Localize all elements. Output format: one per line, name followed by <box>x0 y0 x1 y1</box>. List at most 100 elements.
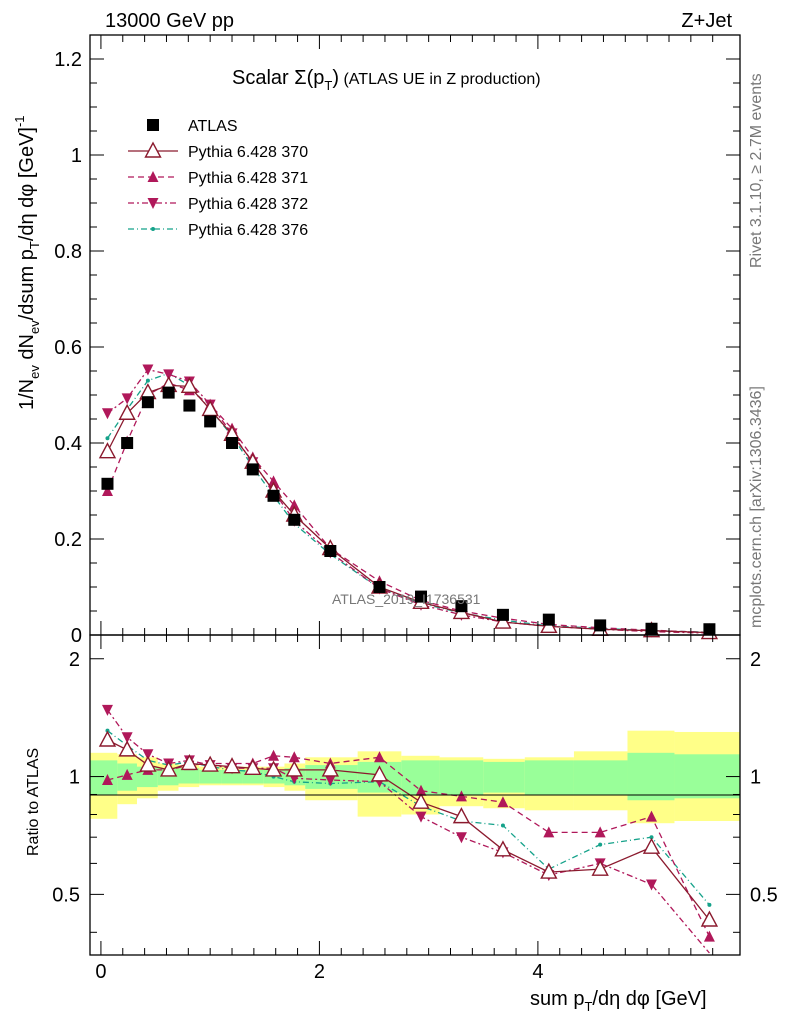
header-right: Z+Jet <box>681 10 732 32</box>
ratio-y-tick-label-right: 0.5 <box>750 884 778 906</box>
ratio-point-p370 <box>180 754 199 771</box>
point-p370 <box>98 442 117 459</box>
x-tick-label: 2 <box>314 961 325 983</box>
point-p372 <box>121 393 133 405</box>
legend-marker-p370 <box>144 141 162 158</box>
point-data <box>162 386 175 399</box>
point-data <box>288 513 301 526</box>
ratio-point-p371 <box>497 796 509 808</box>
point-p370 <box>180 376 199 394</box>
y-tick-label: 1 <box>71 145 82 167</box>
ratio-point-p370 <box>370 765 389 782</box>
ratio-point-p370 <box>201 755 219 772</box>
ratio-point-p371 <box>415 784 427 796</box>
point-p376 <box>145 378 150 383</box>
ratio-y-tick-label: 2 <box>69 649 80 671</box>
uncertainty-bands <box>90 730 740 824</box>
ratio-point-p371 <box>288 751 300 763</box>
x-tick-label: 4 <box>532 961 543 983</box>
ratio-point-p372 <box>101 704 113 716</box>
point-p372 <box>101 408 113 420</box>
ratio-point-p370 <box>321 760 340 777</box>
point-data <box>183 399 196 412</box>
band-inner-bin <box>627 752 675 801</box>
ratio-point-p370 <box>412 792 430 809</box>
point-data <box>645 622 658 635</box>
legend-label-p376: Pythia 6.428 376 <box>188 222 308 239</box>
point-data <box>141 396 154 409</box>
ratio-point-p370 <box>494 840 512 857</box>
ratio-point-p370 <box>223 757 241 774</box>
ratio-panel-frame <box>89 634 741 956</box>
ratio-point-p371 <box>703 930 715 942</box>
y-tick-label: 0 <box>71 625 82 647</box>
band-inner-bin <box>483 761 525 793</box>
ratio-point-p376 <box>500 823 505 828</box>
point-data <box>267 489 280 502</box>
ratio-y-tick-label-right: 1 <box>750 767 761 789</box>
point-data <box>246 463 259 476</box>
ratio-point-p371 <box>543 826 555 838</box>
point-data <box>496 608 509 621</box>
point-p376 <box>105 436 110 441</box>
ratio-point-p370 <box>642 837 661 854</box>
legend-marker-p376 <box>151 227 155 231</box>
band-inner-bin <box>90 760 118 795</box>
ratio-y-tick-label: 0.5 <box>52 884 80 906</box>
y-tick-label: 0.4 <box>54 433 82 455</box>
legend-marker-p371 <box>147 171 159 182</box>
ratio-line-p372 <box>106 709 710 954</box>
ratio-point-p370 <box>244 758 262 775</box>
legend-marker-p372 <box>147 198 159 209</box>
mcplots-label: mcplots.cern.ch [arXiv:1306.3436] <box>748 386 765 628</box>
band-inner-bin <box>199 769 222 784</box>
point-data <box>226 437 239 449</box>
point-p371 <box>268 475 280 487</box>
ratio-point-p371 <box>455 790 467 802</box>
point-p370 <box>494 612 512 629</box>
point-data <box>373 581 386 593</box>
ratio-point-p376 <box>707 902 712 907</box>
legend-label-data: ATLAS <box>188 118 238 135</box>
ratio-point-p372 <box>415 811 427 823</box>
point-p372 <box>142 364 154 376</box>
point-data <box>594 619 607 632</box>
point-data <box>204 415 217 428</box>
ratio-y-tick-label-right: 2 <box>750 649 761 671</box>
legend-label-p372: Pythia 6.428 372 <box>188 196 308 213</box>
point-data <box>101 477 114 490</box>
point-p371 <box>101 485 113 496</box>
legend-label-p370: Pythia 6.428 370 <box>188 144 308 161</box>
ratio-point-p370 <box>264 760 283 777</box>
ratio-point-p372 <box>121 732 133 744</box>
band-inner-bin <box>524 760 574 795</box>
ratio-point-p372 <box>142 749 154 761</box>
chart-title: Scalar Σ(pT) (ATLAS UE in Z production) <box>232 67 541 93</box>
ratio-point-p371 <box>101 773 113 785</box>
point-data <box>121 437 134 449</box>
point-p372 <box>163 369 175 381</box>
y-axis-label-ratio: Ratio to ATLAS <box>25 748 42 856</box>
ratio-point-p370 <box>98 730 117 747</box>
point-data <box>324 545 337 557</box>
band-inner-bin <box>573 760 628 795</box>
y-tick-label: 0.8 <box>54 241 82 263</box>
point-data <box>415 590 428 603</box>
band-inner-bin <box>178 768 200 784</box>
point-p370 <box>118 403 136 420</box>
ratio-point-p376 <box>649 835 654 840</box>
ratio-point-p370 <box>285 760 303 777</box>
ratio-y-tick-label: 1 <box>69 767 80 789</box>
axis-ticks: 00.20.40.60.811.20 2 40.5 0.51 12 2 <box>52 35 778 983</box>
legend-label-p371: Pythia 6.428 371 <box>188 170 308 187</box>
y-tick-label: 1.2 <box>54 49 82 71</box>
rivet-label: Rivet 3.1.10, ≥ 2.7M events <box>748 73 765 268</box>
ratio-point-p371 <box>646 810 658 822</box>
point-data <box>542 613 555 626</box>
ratio-point-p371 <box>594 826 606 838</box>
band-inner-bin <box>439 760 484 795</box>
x-tick-label: 0 <box>95 961 106 983</box>
ratio-panel-series <box>98 704 719 954</box>
header-left: 13000 GeV pp <box>105 10 234 32</box>
